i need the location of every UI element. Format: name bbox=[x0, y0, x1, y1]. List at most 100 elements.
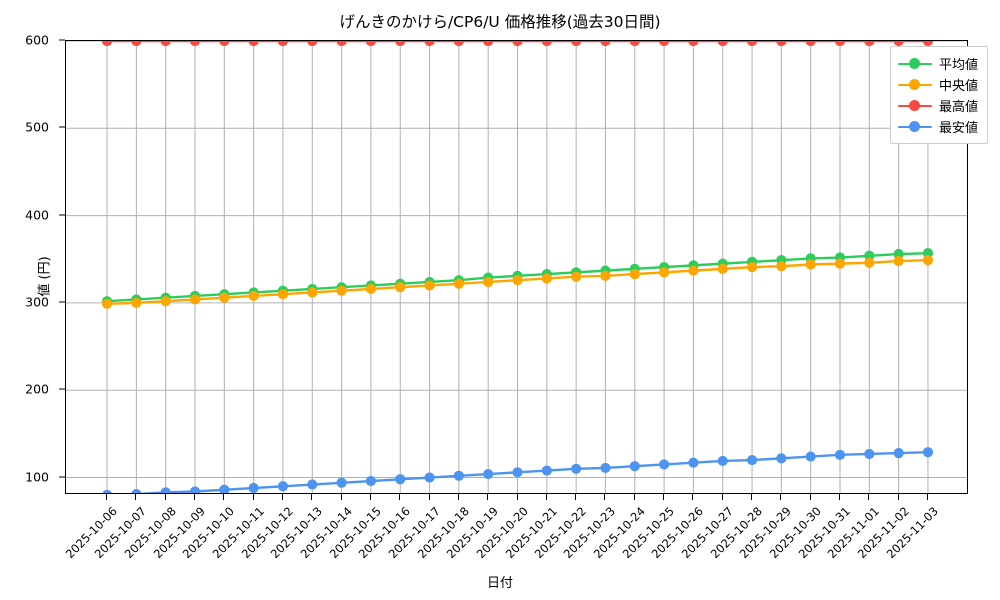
data-point bbox=[307, 41, 318, 47]
data-point bbox=[131, 41, 142, 47]
data-point bbox=[571, 271, 582, 282]
x-tick-mark bbox=[164, 494, 166, 500]
series-最安値 bbox=[102, 447, 934, 493]
data-point bbox=[776, 261, 787, 272]
data-point bbox=[805, 451, 816, 462]
x-tick-mark bbox=[751, 494, 753, 500]
data-point bbox=[541, 465, 552, 476]
x-tick-mark bbox=[604, 494, 606, 500]
data-point bbox=[189, 294, 201, 305]
data-point bbox=[131, 489, 142, 493]
data-point bbox=[717, 455, 728, 467]
x-tick-mark bbox=[340, 494, 342, 500]
data-point bbox=[805, 259, 816, 270]
y-tick-mark bbox=[59, 39, 65, 41]
series-最高値 bbox=[101, 41, 934, 47]
x-tick-mark bbox=[399, 494, 401, 500]
data-point bbox=[160, 296, 171, 307]
data-point bbox=[277, 481, 289, 492]
data-point bbox=[453, 278, 464, 289]
legend-item-平均値[interactable]: 平均値 bbox=[897, 53, 978, 74]
x-tick-mark bbox=[663, 494, 665, 500]
x-tick-mark bbox=[839, 494, 840, 500]
x-axis-ticks: 2025-10-06 2025-10-07 2025-10-08 2025-10-09… bbox=[63, 494, 968, 594]
x-tick-mark bbox=[106, 494, 108, 500]
data-point bbox=[483, 276, 494, 288]
data-point bbox=[776, 41, 787, 47]
data-point bbox=[834, 41, 846, 47]
data-point bbox=[131, 297, 142, 309]
x-tick-mark bbox=[194, 494, 195, 500]
data-point bbox=[365, 41, 377, 47]
data-point bbox=[395, 41, 406, 47]
data-point bbox=[424, 472, 435, 483]
data-point bbox=[834, 258, 846, 269]
data-point bbox=[424, 280, 435, 291]
data-point bbox=[746, 454, 758, 466]
data-point bbox=[189, 41, 201, 47]
data-point bbox=[453, 470, 464, 481]
data-point bbox=[805, 41, 816, 47]
data-point bbox=[571, 41, 582, 47]
data-point bbox=[189, 486, 201, 493]
y-tick-label: 200 bbox=[25, 381, 49, 397]
y-tick-mark bbox=[59, 476, 65, 478]
data-point bbox=[658, 459, 670, 470]
data-point bbox=[512, 275, 523, 286]
data-point bbox=[864, 41, 875, 47]
data-point bbox=[336, 41, 347, 47]
data-point bbox=[336, 477, 347, 488]
y-tick-mark bbox=[59, 126, 65, 128]
data-point bbox=[248, 290, 259, 302]
data-point bbox=[864, 257, 875, 268]
data-point bbox=[160, 487, 171, 493]
data-point bbox=[688, 265, 699, 276]
y-tick-label: 100 bbox=[25, 469, 49, 485]
data-point bbox=[483, 41, 494, 47]
x-tick-mark bbox=[780, 494, 782, 500]
legend-swatch-icon bbox=[897, 57, 932, 71]
y-tick-label: 500 bbox=[25, 119, 49, 135]
x-axis-label: 日付 bbox=[486, 576, 513, 591]
data-point bbox=[746, 41, 758, 47]
data-point bbox=[395, 474, 406, 485]
x-tick-mark bbox=[545, 494, 547, 500]
data-point bbox=[541, 41, 552, 47]
data-point bbox=[629, 461, 640, 472]
x-tick-mark bbox=[897, 494, 899, 500]
x-tick-mark bbox=[809, 494, 811, 500]
data-point bbox=[453, 41, 464, 47]
data-point bbox=[483, 468, 494, 480]
y-tick-mark bbox=[59, 301, 65, 303]
legend-item-中央値[interactable]: 中央値 bbox=[897, 74, 978, 95]
chart-title: げんきのかけら/CP6/U 価格推移(過去30日間) bbox=[339, 13, 661, 31]
series-中央値 bbox=[101, 255, 934, 309]
data-point bbox=[629, 41, 640, 47]
x-tick-mark bbox=[223, 494, 225, 500]
x-tick-mark bbox=[575, 494, 577, 500]
data-point bbox=[160, 41, 171, 47]
x-tick-mark bbox=[633, 494, 635, 500]
data-point bbox=[102, 489, 112, 493]
data-point bbox=[893, 255, 904, 267]
plot-area bbox=[65, 40, 968, 494]
legend-item-最高値[interactable]: 最高値 bbox=[897, 95, 978, 116]
x-tick-mark bbox=[457, 494, 459, 500]
legend-label: 最高値 bbox=[938, 100, 978, 115]
data-point bbox=[629, 269, 640, 280]
y-tick-mark bbox=[59, 388, 65, 390]
x-tick-mark bbox=[926, 494, 928, 500]
data-point bbox=[922, 248, 934, 259]
data-point bbox=[101, 298, 113, 309]
legend-item-最安値[interactable]: 最安値 bbox=[897, 116, 978, 137]
data-point bbox=[512, 41, 523, 47]
data-point bbox=[893, 248, 904, 260]
legend-swatch-icon bbox=[897, 120, 932, 134]
legend-label: 平均値 bbox=[938, 58, 978, 73]
x-tick-mark bbox=[428, 494, 430, 500]
data-point bbox=[746, 262, 758, 273]
data-point bbox=[658, 41, 670, 47]
legend-label: 最安値 bbox=[938, 121, 978, 136]
chart-legend: 平均値 中央値最高値最安値 bbox=[889, 46, 988, 144]
x-tick-mark bbox=[487, 494, 489, 500]
